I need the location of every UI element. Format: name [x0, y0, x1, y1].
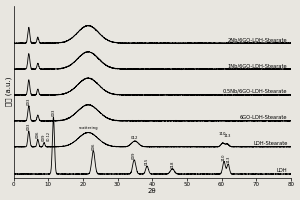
- Text: LDH: LDH: [277, 168, 287, 173]
- Text: scattering: scattering: [78, 126, 98, 130]
- Text: 1Nb/6GO-LDH-Stearate: 1Nb/6GO-LDH-Stearate: [228, 63, 287, 68]
- Text: 006: 006: [36, 131, 40, 138]
- Text: 009: 009: [42, 134, 46, 141]
- Text: 009: 009: [132, 151, 136, 159]
- Text: 003: 003: [51, 108, 56, 116]
- Text: 006: 006: [91, 142, 95, 150]
- Text: 018: 018: [170, 160, 174, 168]
- Text: 015: 015: [145, 158, 149, 165]
- Text: 00.12: 00.12: [47, 131, 51, 141]
- Text: 113: 113: [224, 134, 231, 138]
- Text: 003: 003: [27, 122, 31, 130]
- Text: 110: 110: [219, 132, 226, 136]
- Text: 012: 012: [131, 136, 139, 140]
- Text: 110: 110: [222, 153, 226, 161]
- Y-axis label: 强度 (a.u.): 强度 (a.u.): [6, 77, 12, 106]
- Text: 2Nb/6GO-LDH-Stearate: 2Nb/6GO-LDH-Stearate: [228, 37, 287, 42]
- Text: 0.5Nb/6GO-LDH-Stearate: 0.5Nb/6GO-LDH-Stearate: [223, 89, 287, 94]
- Text: 003: 003: [27, 97, 31, 105]
- Text: LDH-Stearate: LDH-Stearate: [253, 141, 287, 146]
- Text: 113: 113: [226, 156, 230, 163]
- Text: 6GO-LDH-Stearate: 6GO-LDH-Stearate: [240, 115, 287, 120]
- X-axis label: 2θ: 2θ: [148, 188, 157, 194]
